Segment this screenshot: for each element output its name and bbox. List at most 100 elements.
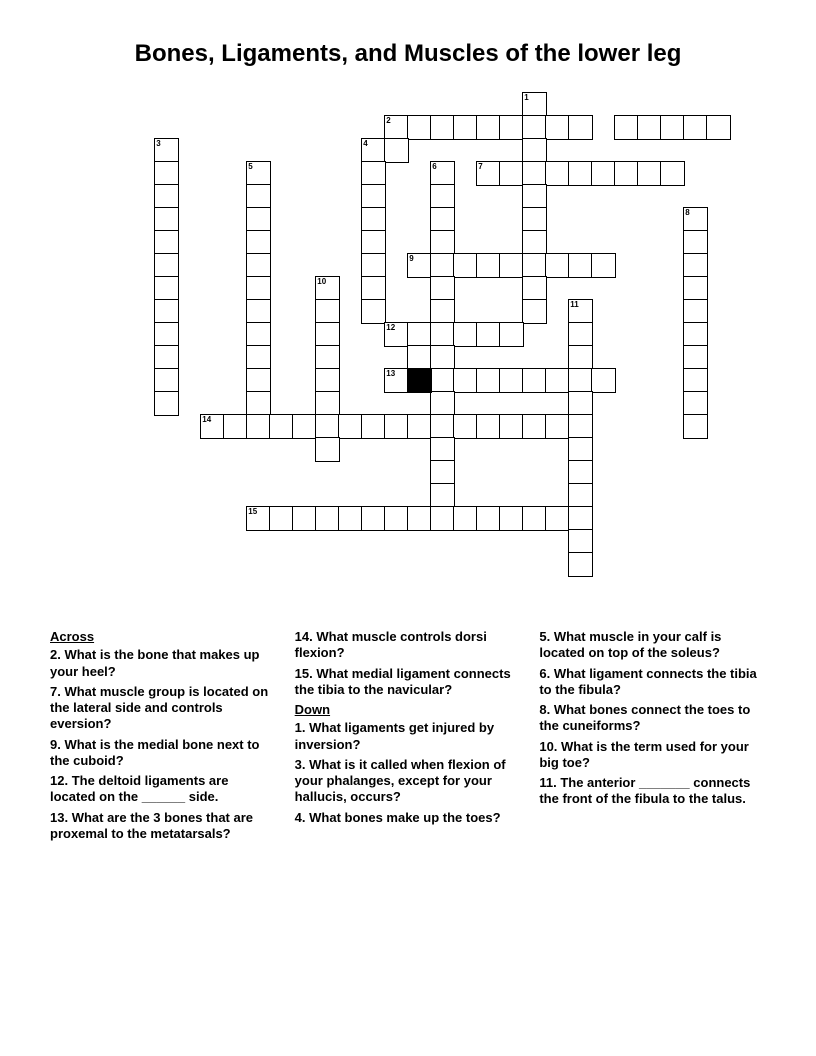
crossword-cell[interactable] <box>292 506 317 531</box>
crossword-cell[interactable]: 7 <box>476 161 501 186</box>
crossword-cell[interactable] <box>683 391 708 416</box>
crossword-cell[interactable] <box>476 322 501 347</box>
crossword-cell[interactable] <box>246 253 271 278</box>
crossword-cell[interactable] <box>522 253 547 278</box>
crossword-cell[interactable]: 8 <box>683 207 708 232</box>
crossword-cell[interactable] <box>453 414 478 439</box>
crossword-cell[interactable] <box>246 207 271 232</box>
crossword-cell[interactable] <box>430 322 455 347</box>
crossword-cell[interactable] <box>246 391 271 416</box>
crossword-cell[interactable] <box>430 115 455 140</box>
crossword-cell[interactable] <box>315 299 340 324</box>
crossword-cell[interactable]: 15 <box>246 506 271 531</box>
crossword-cell[interactable]: 14 <box>200 414 225 439</box>
crossword-cell[interactable] <box>683 414 708 439</box>
crossword-cell[interactable] <box>453 506 478 531</box>
crossword-cell[interactable] <box>338 506 363 531</box>
crossword-cell[interactable] <box>430 368 455 393</box>
crossword-cell[interactable] <box>154 391 179 416</box>
crossword-cell[interactable] <box>545 414 570 439</box>
crossword-cell[interactable] <box>591 368 616 393</box>
crossword-cell[interactable] <box>246 345 271 370</box>
crossword-cell[interactable] <box>499 115 524 140</box>
crossword-cell[interactable] <box>361 230 386 255</box>
crossword-cell[interactable] <box>545 115 570 140</box>
crossword-cell[interactable] <box>568 483 593 508</box>
crossword-cell[interactable] <box>568 368 593 393</box>
crossword-cell[interactable] <box>499 506 524 531</box>
crossword-cell[interactable] <box>568 253 593 278</box>
crossword-cell[interactable] <box>430 437 455 462</box>
crossword-cell[interactable] <box>361 253 386 278</box>
crossword-cell[interactable] <box>407 414 432 439</box>
crossword-cell[interactable] <box>246 368 271 393</box>
crossword-cell[interactable] <box>361 276 386 301</box>
crossword-cell[interactable]: 13 <box>384 368 409 393</box>
crossword-cell[interactable] <box>223 414 248 439</box>
crossword-cell[interactable]: 4 <box>361 138 386 163</box>
crossword-cell[interactable] <box>430 299 455 324</box>
crossword-cell[interactable] <box>430 414 455 439</box>
crossword-cell[interactable] <box>154 368 179 393</box>
crossword-cell[interactable] <box>706 115 731 140</box>
crossword-cell[interactable] <box>499 414 524 439</box>
crossword-cell[interactable] <box>361 207 386 232</box>
crossword-cell[interactable] <box>361 414 386 439</box>
crossword-cell[interactable] <box>568 391 593 416</box>
crossword-cell[interactable] <box>246 414 271 439</box>
crossword-cell[interactable] <box>522 230 547 255</box>
crossword-cell[interactable] <box>338 414 363 439</box>
crossword-cell[interactable] <box>683 322 708 347</box>
crossword-cell[interactable] <box>545 161 570 186</box>
crossword-cell[interactable] <box>545 506 570 531</box>
crossword-cell[interactable]: 2 <box>384 115 409 140</box>
crossword-cell[interactable] <box>361 506 386 531</box>
crossword-cell[interactable] <box>591 161 616 186</box>
crossword-cell[interactable] <box>568 529 593 554</box>
crossword-cell[interactable] <box>568 506 593 531</box>
crossword-cell[interactable] <box>545 368 570 393</box>
crossword-cell[interactable] <box>315 391 340 416</box>
crossword-cell[interactable] <box>683 115 708 140</box>
crossword-cell[interactable] <box>246 276 271 301</box>
crossword-cell[interactable] <box>384 506 409 531</box>
crossword-cell[interactable] <box>568 161 593 186</box>
crossword-cell[interactable] <box>361 161 386 186</box>
crossword-cell[interactable] <box>476 253 501 278</box>
crossword-cell[interactable] <box>315 414 340 439</box>
crossword-cell[interactable] <box>430 345 455 370</box>
crossword-cell[interactable] <box>430 460 455 485</box>
crossword-cell[interactable] <box>407 322 432 347</box>
crossword-cell[interactable] <box>568 460 593 485</box>
crossword-cell[interactable] <box>522 115 547 140</box>
crossword-cell[interactable] <box>499 368 524 393</box>
crossword-cell[interactable] <box>154 322 179 347</box>
crossword-cell[interactable] <box>269 414 294 439</box>
crossword-cell[interactable] <box>269 506 294 531</box>
crossword-cell[interactable] <box>453 115 478 140</box>
crossword-cell[interactable] <box>522 276 547 301</box>
crossword-cell[interactable] <box>315 437 340 462</box>
crossword-cell[interactable] <box>154 161 179 186</box>
crossword-cell[interactable] <box>154 299 179 324</box>
crossword-cell[interactable] <box>568 322 593 347</box>
crossword-cell[interactable] <box>430 230 455 255</box>
crossword-cell[interactable] <box>683 345 708 370</box>
crossword-cell[interactable] <box>430 184 455 209</box>
crossword-cell[interactable] <box>522 299 547 324</box>
crossword-cell[interactable] <box>499 161 524 186</box>
crossword-cell[interactable] <box>591 253 616 278</box>
crossword-cell[interactable] <box>315 345 340 370</box>
crossword-cell[interactable] <box>407 506 432 531</box>
crossword-cell[interactable] <box>545 253 570 278</box>
crossword-cell[interactable] <box>246 299 271 324</box>
crossword-cell[interactable] <box>246 230 271 255</box>
crossword-cell[interactable] <box>154 230 179 255</box>
crossword-cell[interactable]: 6 <box>430 161 455 186</box>
crossword-cell[interactable] <box>246 322 271 347</box>
crossword-cell[interactable] <box>361 299 386 324</box>
crossword-cell[interactable] <box>430 391 455 416</box>
crossword-cell[interactable] <box>154 253 179 278</box>
crossword-cell[interactable] <box>614 115 639 140</box>
crossword-cell[interactable] <box>476 115 501 140</box>
